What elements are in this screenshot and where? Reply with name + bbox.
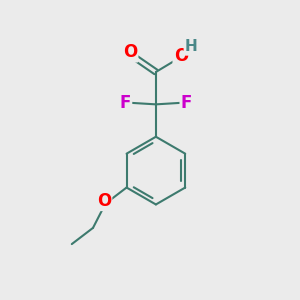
- Text: F: F: [181, 94, 192, 112]
- Text: H: H: [185, 39, 198, 54]
- Text: F: F: [120, 94, 131, 112]
- Text: O: O: [174, 47, 188, 65]
- Text: O: O: [97, 192, 111, 210]
- Text: O: O: [123, 43, 137, 61]
